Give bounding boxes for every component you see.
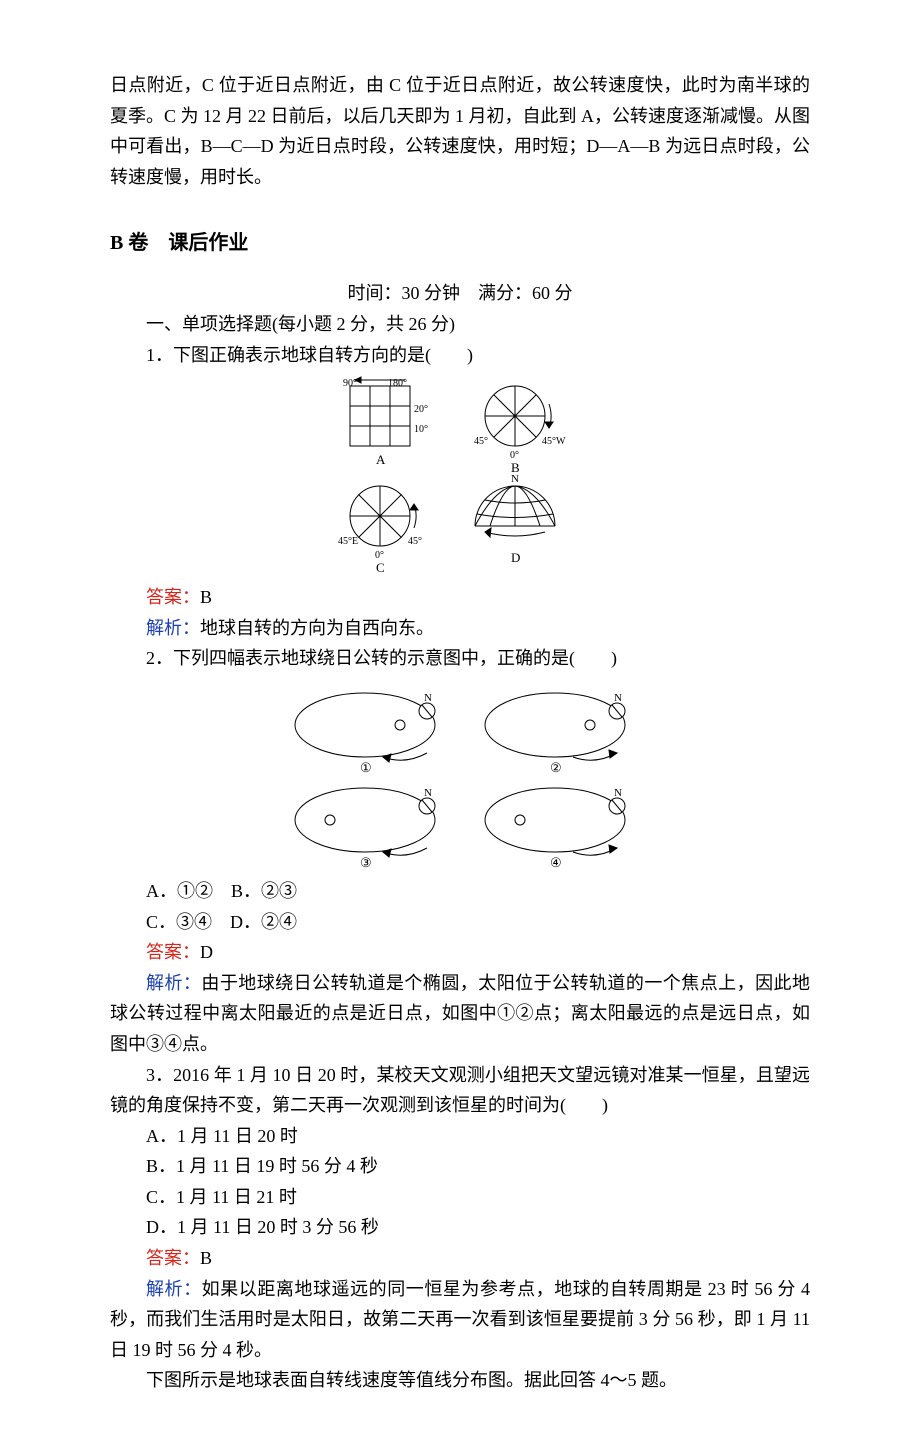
q3-optC: C．1 月 11 日 21 时 <box>110 1182 810 1213</box>
q3-answer: B <box>200 1248 212 1268</box>
q3-answer-line: 答案：B <box>110 1243 810 1274</box>
q1-analysis-line: 解析：地球自转的方向为自西向东。 <box>110 613 810 644</box>
q3-analysis: 如果以距离地球遥远的同一恒星为参考点，地球的自转周期是 23 时 56 分 4 … <box>110 1279 810 1360</box>
q1-label-C: C <box>376 560 385 575</box>
q1-diagram: 90° 180° 20° 10° A 45° 45°W 0° B <box>110 376 810 576</box>
q3-answer-label: 答案： <box>146 1248 200 1268</box>
q3-analysis-line: 解析：如果以距离地球遥远的同一恒星为参考点，地球的自转周期是 23 时 56 分… <box>110 1274 810 1366</box>
section-b-title: B 卷 课后作业 <box>110 226 810 260</box>
q2-analysis: 由于地球绕日公转轨道是个椭圆，太阳位于公转轨道的一个焦点上，因此地球公转过程中离… <box>110 973 810 1054</box>
q1-stem: 1．下图正确表示地球自转方向的是( ) <box>110 340 810 371</box>
q2-c1: ① <box>360 760 372 775</box>
q2-analysis-line: 解析：由于地球绕日公转轨道是个椭圆，太阳位于公转轨道的一个焦点上，因此地球公转过… <box>110 968 810 1060</box>
q1-label-a90: 90° <box>343 378 357 389</box>
q1-analysis-label: 解析： <box>146 618 200 638</box>
q2-answer-line: 答案：D <box>110 937 810 968</box>
q1-label-a180: 180° <box>388 378 407 389</box>
q2-analysis-label: 解析： <box>146 973 201 993</box>
q2-diagram: N ① N ② N ③ <box>110 680 810 870</box>
q1-answer-line: 答案：B <box>110 582 810 613</box>
q2-answer-label: 答案： <box>146 942 200 962</box>
q1-label-b45w: 45°W <box>542 436 566 447</box>
q1-label-A: A <box>376 452 386 467</box>
q3-stem: 3．2016 年 1 月 10 日 20 时，某校天文观测小组把天文望远镜对准某… <box>110 1060 810 1121</box>
q1-label-D: D <box>511 550 520 565</box>
time-score: 时间：30 分钟 满分：60 分 <box>110 278 810 309</box>
q2-c4: ④ <box>550 855 562 870</box>
part1-heading: 一、单项选择题(每小题 2 分，共 26 分) <box>110 309 810 340</box>
q2-stem: 2．下列四幅表示地球绕日公转的示意图中，正确的是( ) <box>110 643 810 674</box>
q1-answer-label: 答案： <box>146 587 200 607</box>
q1-label-c45: 45° <box>408 536 422 547</box>
q3-analysis-label: 解析： <box>146 1279 202 1299</box>
q3-optD: D．1 月 11 日 20 时 3 分 56 秒 <box>110 1212 810 1243</box>
q1-label-a10: 10° <box>414 424 428 435</box>
q2-n1: N <box>424 692 432 704</box>
q1-label-a20: 20° <box>414 404 428 415</box>
q1-analysis: 地球自转的方向为自西向东。 <box>200 618 434 638</box>
q2-options-line2: C．③④ D．②④ <box>110 907 810 938</box>
intro-paragraph: 日点附近，C 位于近日点附近，由 C 位于近日点附近，故公转速度快，此时为南半球… <box>110 70 810 192</box>
q3-optB: B．1 月 11 日 19 时 56 分 4 秒 <box>110 1151 810 1182</box>
q3-optA: A．1 月 11 日 20 时 <box>110 1121 810 1152</box>
q1-answer: B <box>200 587 212 607</box>
q1-label-b45: 45° <box>474 436 488 447</box>
q2-n2: N <box>614 692 622 704</box>
q2-c3: ③ <box>360 855 372 870</box>
q2-n3: N <box>424 787 432 799</box>
q2-options-line1: A．①② B．②③ <box>110 876 810 907</box>
q1-label-dN: N <box>511 473 519 485</box>
q2-c2: ② <box>550 760 562 775</box>
q2-answer: D <box>200 942 213 962</box>
q2-n4: N <box>614 787 622 799</box>
q1-label-c45e: 45°E <box>338 536 358 547</box>
q45-intro: 下图所示是地球表面自转线速度等值线分布图。据此回答 4～5 题。 <box>110 1365 810 1396</box>
